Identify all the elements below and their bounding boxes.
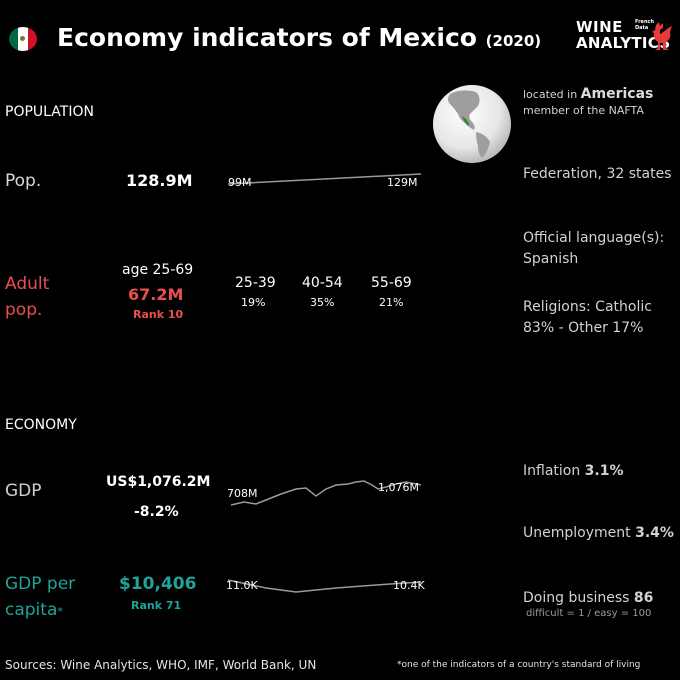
- wine-analytics-logo: WINE ANALYTICS French Data: [576, 18, 676, 54]
- gdp-per-capita-value: $10,406: [119, 574, 197, 594]
- pop-start-label: 99M: [228, 176, 252, 189]
- language-info: Official language(s): Spanish: [523, 230, 665, 267]
- region-name: Americas: [580, 86, 654, 102]
- age-group-1: 25-39: [235, 275, 276, 291]
- title-text: Economy indicators of Mexico: [57, 23, 477, 52]
- globe-icon: [432, 84, 512, 164]
- sources-footer: Sources: Wine Analytics, WHO, IMF, World…: [5, 658, 317, 672]
- footnote: *one of the indicators of a country's st…: [397, 660, 641, 670]
- logo-line-1: WINE: [576, 18, 623, 36]
- gdp-label: GDP: [5, 481, 42, 501]
- inflation-info: Inflation 3.1%: [523, 463, 624, 479]
- title-year: (2020): [485, 32, 542, 50]
- mexico-flag-icon: [9, 27, 37, 51]
- rooster-icon: [652, 22, 672, 50]
- located-prefix: located in: [523, 88, 578, 101]
- gdp-per-capita-sparkline: [227, 579, 422, 593]
- population-section-title: POPULATION: [5, 104, 94, 120]
- logo-line-2: ANALYTICS: [576, 34, 671, 52]
- government-info: Federation, 32 states: [523, 166, 672, 182]
- doing-business-note: difficult = 1 / easy = 100: [526, 608, 652, 619]
- adult-pop-rank: Rank 10: [133, 308, 184, 321]
- adult-pop-label: Adult pop.: [5, 274, 50, 320]
- gdp-value: US$1,076.2M: [106, 474, 211, 490]
- age-group-2: 40-54: [302, 275, 343, 291]
- age-group-2-pct: 35%: [310, 296, 335, 309]
- membership: member of the NAFTA: [523, 104, 644, 117]
- adult-age-range: age 25-69: [122, 262, 194, 278]
- gdp-sparkline: [230, 480, 422, 506]
- pop-label: Pop.: [5, 171, 42, 191]
- pop-sparkline: [227, 173, 422, 185]
- gdp-per-capita-rank: Rank 71: [131, 599, 182, 612]
- age-group-3: 55-69: [371, 275, 412, 291]
- gdp-start-label: 708M: [227, 487, 258, 500]
- gdp-per-capita-label: GDP per capita*: [5, 574, 76, 620]
- page-title: Economy indicators of Mexico (2020): [57, 23, 541, 52]
- economy-section-title: ECONOMY: [5, 417, 77, 433]
- gdp-per-capita-start-label: 11.0K: [226, 579, 258, 592]
- adult-pop-value: 67.2M: [128, 285, 184, 304]
- gdp-per-capita-end-label: 10.4K: [393, 579, 425, 592]
- pop-value: 128.9M: [126, 171, 193, 190]
- logo-tag: French Data: [635, 19, 655, 31]
- doing-business-info: Doing business 86: [523, 590, 654, 606]
- pop-end-label: 129M: [387, 176, 418, 189]
- location-info: located in Americas member of the NAFTA: [523, 86, 653, 119]
- unemployment-info: Unemployment 3.4%: [523, 525, 674, 541]
- age-group-1-pct: 19%: [241, 296, 266, 309]
- gdp-change: -8.2%: [134, 504, 179, 520]
- religion-info: Religions: Catholic 83% - Other 17%: [523, 299, 652, 336]
- age-group-3-pct: 21%: [379, 296, 404, 309]
- gdp-end-label: 1,076M: [378, 481, 419, 494]
